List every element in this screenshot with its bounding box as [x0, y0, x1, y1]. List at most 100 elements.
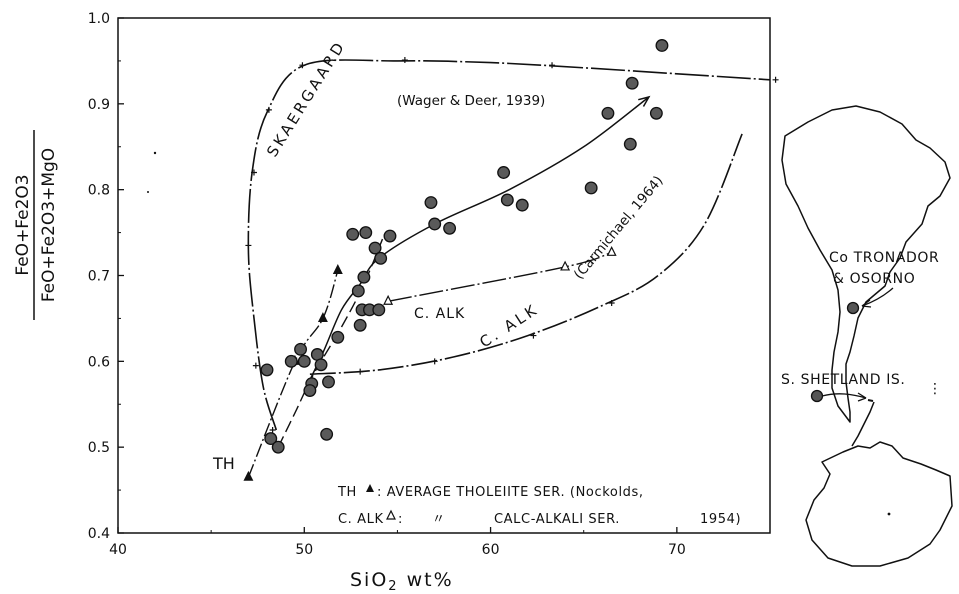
- island-chain: [867, 399, 874, 402]
- data-point: [424, 196, 438, 209]
- y-tick-label: 1.0: [88, 11, 110, 27]
- antarctica-outline: [805, 441, 953, 567]
- data-point: [584, 181, 598, 195]
- series-curves: [247, 59, 771, 478]
- map-arrow-tronador: [861, 287, 894, 307]
- cascades-carmichael-1964-tick-point: [608, 299, 615, 306]
- y-tick-label: 0.4: [88, 526, 110, 542]
- skaergaard-wager-deer-1939-tick-point: [401, 57, 408, 64]
- skaergaard-wager-deer-1939-line: [247, 59, 771, 431]
- data-point: [623, 137, 637, 151]
- c-alk-triangle: [383, 294, 394, 305]
- series-label-calk: C. ALK: [414, 306, 465, 322]
- skaergaard-wager-deer-1939-tick-point: [265, 106, 272, 113]
- data-point: [264, 432, 278, 446]
- legend-th-marker: [366, 484, 374, 492]
- cascades-carmichael-1964-tick-point: [431, 358, 438, 365]
- trend-arrow-line: [303, 96, 650, 392]
- peninsula: [851, 401, 875, 447]
- map-ellipsis: ⋮: [928, 381, 942, 397]
- cascades-carmichael-1964-line: [309, 133, 743, 375]
- th-triangle: [332, 264, 343, 274]
- cascades-carmichael-1964-tick-point: [530, 332, 537, 339]
- map-label-tronador-1: Co TRONADOR: [829, 250, 939, 266]
- trend-arrow-head: [638, 95, 651, 107]
- data-point: [303, 384, 317, 397]
- data-point: [601, 106, 615, 120]
- c-alk-triangle: [560, 260, 571, 271]
- map-point-tronador: [846, 301, 860, 315]
- data-point: [260, 363, 274, 377]
- data-point: [372, 303, 386, 317]
- legend-th-text: : AVERAGE THOLEIITE SER. (Nockolds,: [377, 485, 644, 500]
- data-point: [383, 229, 397, 243]
- map-arrow-shetland-head: [857, 392, 867, 402]
- y-tick-label: 0.9: [88, 97, 110, 113]
- continent-outline: [781, 105, 951, 423]
- x-axis-label: SiO2 wt%: [350, 569, 454, 594]
- legend-calk-text: CALC-ALKALI SER.: [494, 512, 620, 527]
- data-point: [294, 342, 308, 356]
- data-point: [428, 217, 442, 231]
- south-america-map: [781, 105, 953, 567]
- x-tick-label: 60: [482, 542, 500, 558]
- map-arrow-tronador-head: [861, 299, 872, 308]
- skaergaard-wager-deer-1939-tick-point: [245, 242, 252, 249]
- x-tick-label: 40: [109, 542, 127, 558]
- x-tick-label: 70: [668, 542, 686, 558]
- data-point: [314, 358, 328, 372]
- series-label-cascades: C. ALK: [476, 300, 542, 351]
- th-triangle: [317, 312, 328, 323]
- map-arrow-shetland: [821, 393, 867, 399]
- skaergaard-wager-deer-1939-tick-point: [269, 427, 276, 433]
- series-marks: [243, 39, 779, 481]
- map-label-shetland: S. SHETLAND IS.: [781, 372, 905, 388]
- data-point: [357, 270, 371, 284]
- y-label-denominator: FeO+Fe2O3+MgO: [39, 148, 59, 302]
- dashed-branch-line: [277, 234, 386, 448]
- y-tick-label: 0.5: [88, 440, 110, 456]
- y-tick-label: 0.6: [88, 354, 110, 370]
- skaergaard-wager-deer-1939-tick-point: [549, 62, 556, 69]
- x-tick-label: 50: [295, 542, 313, 558]
- data-point: [320, 427, 334, 441]
- map-point-shetland: [810, 389, 824, 403]
- c-alk-triangle: [606, 245, 617, 256]
- c-alk-line: [387, 251, 612, 302]
- series-label-skaergaard: SKAERGAARD: [263, 37, 349, 160]
- legend-colon: :: [398, 512, 403, 527]
- map-label-tronador-2: & OSORNO: [833, 271, 915, 287]
- legend-th-prefix: TH: [337, 485, 357, 500]
- skaergaard-wager-deer-1939-tick-point: [252, 362, 259, 369]
- data-point: [625, 76, 639, 90]
- data-point: [443, 221, 457, 235]
- y-tick-label: 0.8: [88, 183, 110, 199]
- data-point: [284, 354, 298, 368]
- cascades-carmichael-1964-tick-point: [357, 368, 364, 375]
- data-point: [497, 166, 511, 179]
- data-point: [351, 284, 365, 298]
- skaergaard-wager-deer-1939-tick-point: [250, 169, 257, 176]
- data-point: [346, 227, 360, 241]
- y-label-numerator: FeO+Fe2O3: [13, 174, 33, 275]
- data-point: [322, 375, 335, 389]
- data-point: [368, 241, 382, 255]
- legend: TH : AVERAGE THOLEIITE SER. (Nockolds, C…: [337, 484, 741, 527]
- data-point: [655, 39, 669, 52]
- data-point: [515, 198, 529, 212]
- series-label-th: TH: [212, 454, 235, 473]
- map-cross-point: [887, 512, 891, 516]
- data-point: [331, 330, 345, 344]
- legend-calk-prefix: C. ALK: [338, 512, 384, 527]
- axis-ticks: 40 50 60 70 0.4 0.5 0.6 0.7 0.8 0.9 1.0: [88, 11, 686, 558]
- series-label-skaergaard-ref: (Wager & Deer, 1939): [397, 93, 545, 109]
- y-tick-label: 0.7: [88, 269, 110, 285]
- legend-ditto: 〃: [432, 512, 446, 527]
- data-point: [271, 440, 285, 454]
- skaergaard-wager-deer-1939-tick-point: [299, 62, 306, 69]
- th-triangle: [243, 470, 254, 481]
- data-point: [359, 226, 373, 240]
- y-axis-label: FeO+Fe2O3 FeO+Fe2O3+MgO: [13, 130, 59, 320]
- data-point: [353, 318, 367, 332]
